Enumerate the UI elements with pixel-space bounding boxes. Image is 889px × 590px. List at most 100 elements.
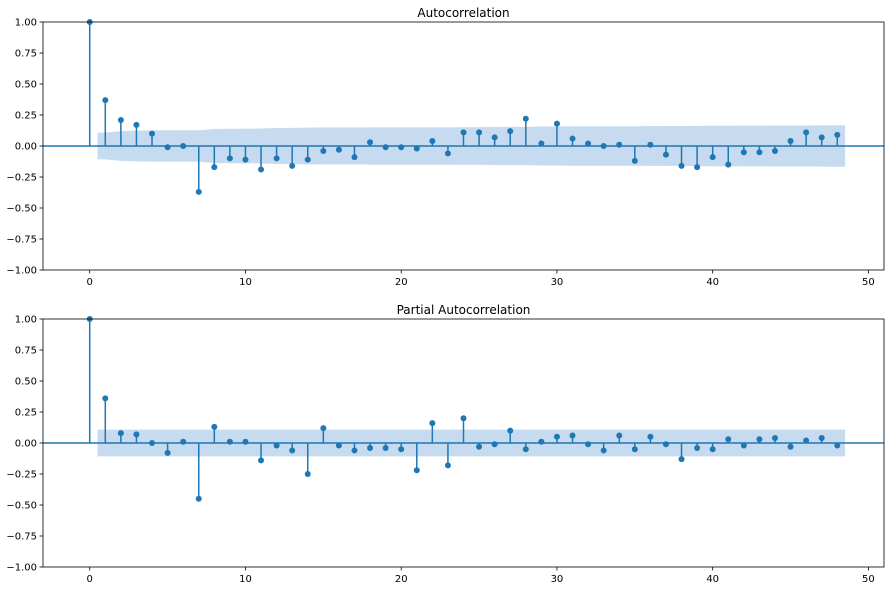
pacf-point-23 xyxy=(444,462,451,469)
acf-point-43 xyxy=(756,149,763,156)
acf-point-32 xyxy=(585,140,592,147)
acf-point-39 xyxy=(694,164,701,171)
pacf-point-5 xyxy=(164,449,171,456)
acf-y-tick-label-6: 0.50 xyxy=(15,80,37,91)
acf-point-18 xyxy=(367,139,374,146)
pacf-point-12 xyxy=(273,442,280,449)
pacf-x-tick-label-10: 10 xyxy=(239,574,252,585)
pacf-point-39 xyxy=(694,444,701,451)
acf-point-23 xyxy=(444,150,451,157)
acf-point-31 xyxy=(569,135,576,142)
acf-point-44 xyxy=(771,147,778,154)
pacf-point-2 xyxy=(117,430,124,437)
acf-point-45 xyxy=(787,138,794,145)
acf-point-35 xyxy=(631,157,638,164)
acf-x-tick-label-20: 20 xyxy=(395,277,408,288)
pacf-point-13 xyxy=(289,447,296,454)
pacf-y-tick-label-4: 0.00 xyxy=(15,439,37,450)
pacf-point-1 xyxy=(102,395,109,402)
acf-y-tick-label-7: 0.75 xyxy=(15,49,37,60)
acf-point-4 xyxy=(149,130,156,137)
acf-point-46 xyxy=(803,129,810,136)
acf-point-29 xyxy=(538,140,545,147)
acf-y-tick-label-4: 0.00 xyxy=(15,142,37,153)
pacf-point-43 xyxy=(756,436,763,443)
pacf-point-4 xyxy=(149,440,156,446)
acf-x-tick-label-50: 50 xyxy=(862,277,875,288)
acf-point-8 xyxy=(211,164,218,171)
pacf-x-tick-label-0: 0 xyxy=(87,574,93,585)
pacf-point-46 xyxy=(803,437,810,444)
acf-point-25 xyxy=(476,129,483,136)
acf-point-24 xyxy=(460,129,467,136)
partial-autocorrelation-panel: 0 10 20 30 40 50 −1.00 −0.75 −0.50 −0.25 0.00 0.25 0… xyxy=(6,303,885,585)
acf-point-14 xyxy=(304,156,311,163)
pacf-title: Partial Autocorrelation xyxy=(397,303,531,317)
acf-point-38 xyxy=(678,162,685,169)
pacf-point-14 xyxy=(304,471,311,477)
pacf-point-40 xyxy=(709,446,716,453)
pacf-point-8 xyxy=(211,423,218,430)
acf-point-20 xyxy=(398,144,405,151)
pacf-point-29 xyxy=(538,438,545,445)
acf-x-tick-label-40: 40 xyxy=(706,277,719,288)
pacf-point-24 xyxy=(460,415,467,422)
acf-y-tick-label-5: 0.25 xyxy=(15,111,37,122)
acf-point-10 xyxy=(242,156,249,163)
pacf-y-tick-label-5: 0.25 xyxy=(15,408,37,419)
acf-y-tick-label-8: 1.00 xyxy=(15,18,37,29)
acf-point-40 xyxy=(709,154,716,161)
pacf-x-tick-label-40: 40 xyxy=(706,574,719,585)
acf-point-3 xyxy=(133,121,140,128)
pacf-point-27 xyxy=(507,427,514,434)
pacf-x-tick-label-30: 30 xyxy=(551,574,564,585)
pacf-point-31 xyxy=(569,432,576,439)
pacf-x-tick-label-20: 20 xyxy=(395,574,408,585)
acf-point-9 xyxy=(226,155,233,162)
pacf-y-tick-label-2: −0.50 xyxy=(6,501,37,512)
acf-y-tick-label-2: −0.50 xyxy=(6,204,37,215)
acf-point-22 xyxy=(429,138,436,145)
acf-point-6 xyxy=(180,143,187,149)
acf-point-12 xyxy=(273,155,280,162)
acf-point-5 xyxy=(164,144,171,151)
acf-point-2 xyxy=(117,116,124,123)
pacf-point-20 xyxy=(398,446,405,453)
acf-point-21 xyxy=(413,145,420,152)
pacf-y-tick-label-0: −1.00 xyxy=(6,563,37,574)
pacf-point-38 xyxy=(678,456,685,463)
acf-point-27 xyxy=(507,128,514,135)
pacf-x-tick-label-50: 50 xyxy=(862,574,875,585)
pacf-point-25 xyxy=(476,443,483,450)
acf-point-16 xyxy=(335,146,342,153)
pacf-point-3 xyxy=(133,431,140,438)
acf-point-19 xyxy=(382,144,389,151)
pacf-point-44 xyxy=(771,435,778,442)
acf-y-tick-label-3: −0.25 xyxy=(6,173,37,184)
pacf-point-35 xyxy=(631,446,638,453)
pacf-point-42 xyxy=(740,442,747,449)
acf-point-41 xyxy=(725,161,732,168)
pacf-point-37 xyxy=(662,441,669,448)
acf-x-tick-label-30: 30 xyxy=(551,277,564,288)
pacf-point-6 xyxy=(180,438,187,445)
autocorrelation-panel: 0 10 20 30 40 50 −1.00 −0.75 −0.50 −0.25 0.00 0.25 0… xyxy=(6,6,885,288)
pacf-point-16 xyxy=(335,442,342,449)
pacf-point-7 xyxy=(195,495,202,502)
acf-point-37 xyxy=(662,151,669,158)
acf-y-tick-label-1: −0.75 xyxy=(6,235,37,246)
pacf-point-36 xyxy=(647,433,654,440)
acf-title: Autocorrelation xyxy=(417,6,509,20)
acf-point-15 xyxy=(320,147,327,154)
pacf-point-18 xyxy=(367,444,374,451)
pacf-y-tick-label-6: 0.50 xyxy=(15,377,37,388)
pacf-point-9 xyxy=(226,438,233,445)
acf-point-7 xyxy=(195,188,202,195)
pacf-point-10 xyxy=(242,438,249,445)
acf-point-30 xyxy=(553,120,560,127)
pacf-point-30 xyxy=(553,433,560,440)
acf-point-11 xyxy=(258,166,265,173)
pacf-point-15 xyxy=(320,425,327,432)
acf-point-34 xyxy=(616,141,623,148)
